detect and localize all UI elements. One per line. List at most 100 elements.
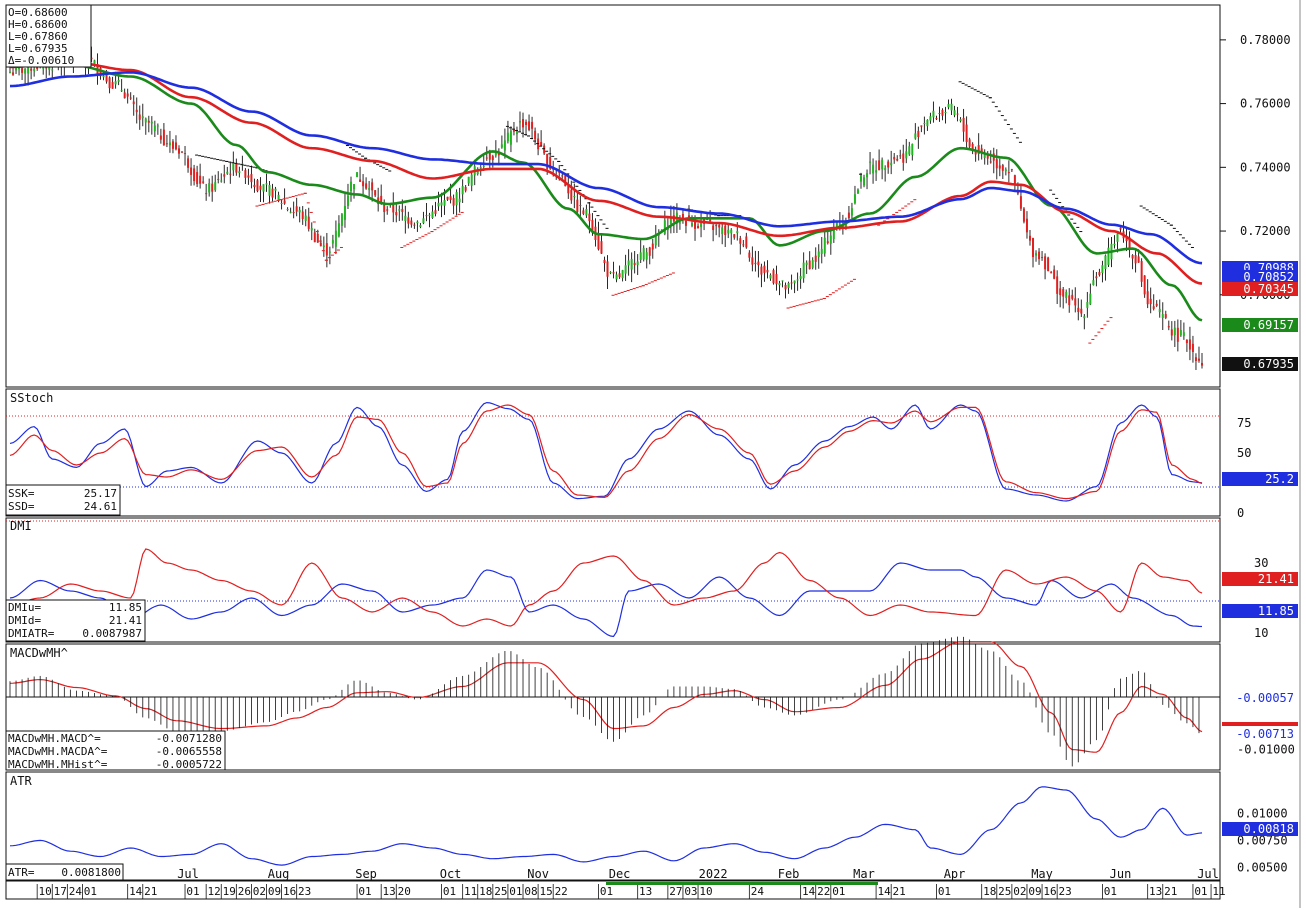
candle-body xyxy=(392,204,395,213)
sar-dot xyxy=(1142,207,1146,209)
candle-body xyxy=(935,118,938,120)
sar-dot xyxy=(858,173,862,175)
macd-signal-tag xyxy=(1222,722,1298,726)
atr-tick-label: 0.00750 xyxy=(1237,833,1288,847)
candle-body xyxy=(271,188,274,198)
sar-dot xyxy=(834,290,838,292)
candle-body xyxy=(259,185,262,190)
candle-body xyxy=(781,280,784,282)
sar-dot xyxy=(321,250,325,252)
sstoch-tick-label: 50 xyxy=(1237,446,1251,460)
candle-body xyxy=(331,240,334,244)
sar-dot xyxy=(605,227,609,229)
candle-body xyxy=(431,211,434,218)
candle-body xyxy=(684,220,687,226)
candle-body xyxy=(1140,261,1143,282)
sar-dot xyxy=(427,232,431,234)
sar-dot xyxy=(795,305,799,307)
price-panel[interactable] xyxy=(5,4,1221,388)
candle-body xyxy=(1065,291,1068,299)
sstoch-panel[interactable] xyxy=(5,388,1221,517)
day-label: 03 xyxy=(684,885,697,898)
day-label: 10 xyxy=(39,885,52,898)
sar-dot xyxy=(587,202,591,204)
sar-dot xyxy=(1163,220,1167,222)
sar-dot xyxy=(825,296,829,298)
sar-dot xyxy=(644,283,648,285)
ohlc-high: H=0.68600 xyxy=(8,18,68,31)
day-label: 16 xyxy=(283,885,296,898)
candle-body xyxy=(700,222,703,227)
candle-body xyxy=(914,133,917,139)
candle-body xyxy=(404,215,407,221)
sar-dot xyxy=(786,307,790,309)
candle-body xyxy=(184,153,187,155)
mhist-value: -0.0005722 xyxy=(156,758,222,771)
sar-dot xyxy=(542,148,546,150)
candle-body xyxy=(1074,298,1077,306)
sar-dot xyxy=(641,285,645,287)
sar-dot xyxy=(997,110,1001,112)
candle-body xyxy=(757,261,760,266)
candle-body xyxy=(470,174,473,186)
macd-last-tag-bg xyxy=(1222,727,1298,741)
candle-body xyxy=(525,121,528,125)
atr-last-tag: 0.00818 xyxy=(1243,822,1294,836)
sar-dot xyxy=(629,289,633,291)
sar-dot xyxy=(451,217,455,219)
candle-body xyxy=(980,148,983,152)
sar-dot xyxy=(258,204,262,206)
sar-dot xyxy=(557,160,561,162)
candle-body xyxy=(235,162,238,173)
candle-body xyxy=(642,248,645,260)
candle-body xyxy=(337,223,340,237)
candle-body xyxy=(1038,251,1041,260)
candle-body xyxy=(856,189,859,194)
sar-dot xyxy=(910,201,914,203)
sar-dot xyxy=(219,159,223,161)
sar-dot xyxy=(409,242,413,244)
candle-body xyxy=(193,168,196,182)
candle-body xyxy=(1101,265,1104,273)
candle-body xyxy=(724,225,727,236)
candle-body xyxy=(669,216,672,224)
sstoch-last-tag: 25.2 xyxy=(1265,472,1294,486)
sar-dot xyxy=(460,211,464,213)
sar-dot xyxy=(204,156,208,158)
candle-body xyxy=(950,103,953,111)
candle-body xyxy=(965,124,968,143)
sar-dot xyxy=(225,160,229,162)
sar-dot xyxy=(246,165,250,167)
atr-panel[interactable] xyxy=(5,771,1221,881)
candle-body xyxy=(591,219,594,233)
ssk-value: 25.17 xyxy=(84,487,117,500)
sar-dot xyxy=(1172,227,1176,229)
candle-body xyxy=(313,232,316,243)
candle-body xyxy=(437,202,440,207)
dmi-panel[interactable] xyxy=(5,517,1221,643)
candle-body xyxy=(1158,308,1161,313)
candle-body xyxy=(1137,256,1140,263)
candle-body xyxy=(162,129,165,146)
candle-body xyxy=(947,104,950,108)
sar-dot xyxy=(632,288,636,290)
sar-dot xyxy=(1181,237,1185,239)
candle-body xyxy=(651,243,654,250)
candle-body xyxy=(497,153,500,156)
sar-dot xyxy=(234,162,238,164)
candle-body xyxy=(853,194,856,204)
sar-dot xyxy=(330,254,334,256)
candle-body xyxy=(262,184,265,192)
sar-dot xyxy=(566,173,570,175)
sar-dot xyxy=(554,158,558,160)
sar-dot xyxy=(297,194,301,196)
day-label: 01 xyxy=(186,885,199,898)
scroll-thumb[interactable] xyxy=(606,882,878,885)
candle-body xyxy=(962,117,965,132)
candle-body xyxy=(953,110,956,116)
candle-body xyxy=(790,282,793,284)
candle-body xyxy=(289,211,292,213)
day-label: 01 xyxy=(1194,885,1207,898)
candle-body xyxy=(597,233,600,250)
